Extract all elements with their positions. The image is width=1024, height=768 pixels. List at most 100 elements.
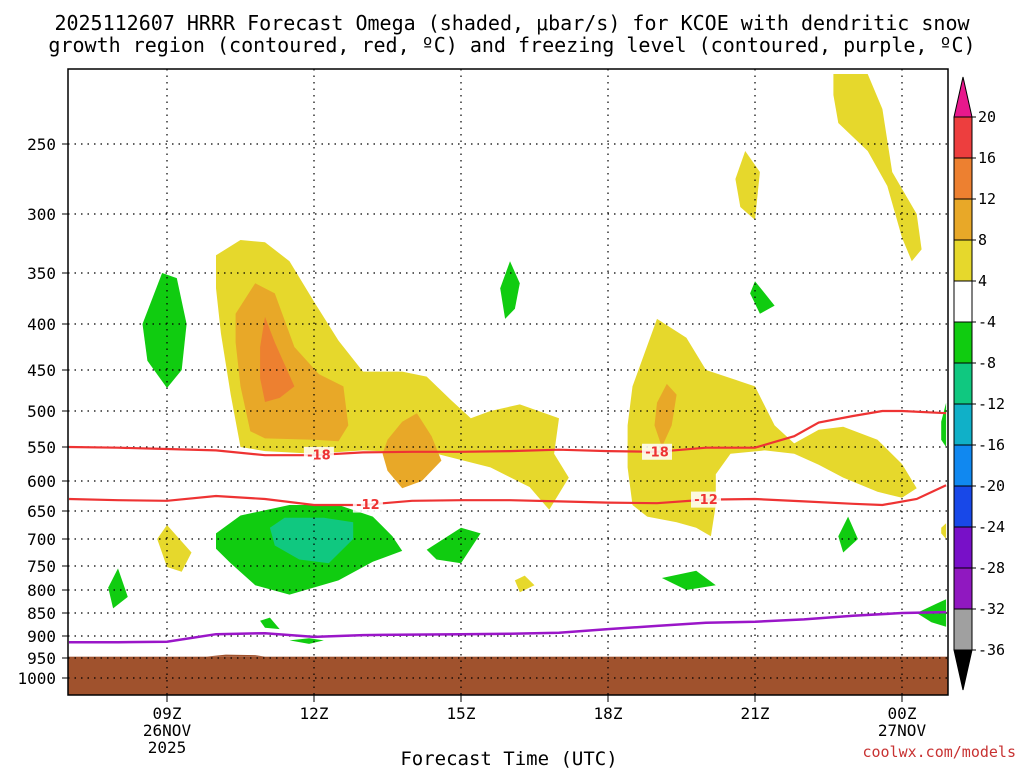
- plot-frame: [67, 68, 949, 696]
- y-tick-label-450: 450: [27, 361, 56, 380]
- y-tick-label-400: 400: [27, 315, 56, 334]
- y-tick-label-900: 900: [27, 627, 56, 646]
- x-tick-label-21-0: 21Z: [741, 704, 770, 723]
- omega-region-0: [216, 240, 569, 510]
- omega-region-6: [833, 74, 922, 262]
- x-tick-label-12-0: 12Z: [300, 704, 329, 723]
- colorbar-segment-10: [953, 526, 973, 569]
- omega-region-7: [735, 151, 760, 220]
- colorbar-label-7: -12: [978, 395, 1005, 413]
- temperature-contours: -18 -18 -12 -12: [68, 409, 947, 644]
- chart-title: 2025112607 HRRR Forecast Omega (shaded, …: [48, 11, 975, 57]
- y-tick-label-700: 700: [27, 530, 56, 549]
- colorbar-segment-9: [953, 485, 973, 528]
- x-tick-label-9-1: 26NOV: [143, 721, 192, 740]
- colorbar-label-3: 8: [978, 231, 987, 249]
- contour-label-bg--12-0: [352, 496, 383, 513]
- colorbar-label-10: -24: [978, 518, 1005, 536]
- colorbar-segment-3: [953, 239, 973, 282]
- contour-label-bg--18-0: [303, 446, 334, 463]
- omega-region-8: [157, 525, 192, 572]
- y-tick-label-750: 750: [27, 557, 56, 576]
- colorbar-segment-4: [953, 280, 973, 323]
- omega-region-19: [260, 617, 280, 630]
- x-tick-label-18-0: 18Z: [594, 704, 623, 723]
- y-tick-label-250: 250: [27, 135, 56, 154]
- omega-region-22: [838, 516, 858, 553]
- y-tick-label-600: 600: [27, 472, 56, 491]
- omega-region-12: [500, 261, 520, 319]
- colorbar-label-12: -32: [978, 600, 1005, 618]
- omega-region-21: [661, 570, 716, 590]
- colorbar-label-11: -28: [978, 559, 1005, 577]
- contour-label--18-1: -18: [645, 445, 669, 460]
- omega-region-11: [142, 273, 187, 388]
- y-tick-label-850: 850: [27, 604, 56, 623]
- omega-region-5: [654, 383, 677, 447]
- x-tick-label-24-1: 27NOV: [878, 721, 927, 740]
- colorbar-label-13: -36: [978, 641, 1005, 659]
- colorbar-label-6: -8: [978, 354, 996, 372]
- omega-region-20: [289, 638, 324, 644]
- colorbar-label-8: -16: [978, 436, 1005, 454]
- freezing-level-line: [69, 610, 947, 644]
- grid-lines: [68, 69, 948, 695]
- omega-region-13: [750, 281, 775, 314]
- contour-label--12-0: -12: [356, 498, 380, 513]
- omega-region-1: [235, 283, 349, 442]
- contour-label-bg--12-1: [691, 491, 721, 508]
- omega-region-4: [627, 318, 917, 537]
- y-tick-label-350: 350: [27, 264, 56, 283]
- colorbar-under-arrow: [953, 649, 973, 691]
- colorbar-segment-5: [953, 321, 973, 364]
- omega-region-18: [108, 568, 128, 609]
- colorbar-label-2: 12: [978, 190, 996, 208]
- dgz-contour--18: [68, 409, 947, 457]
- colorbar-segment-8: [953, 444, 973, 487]
- colorbar-label-5: -4: [978, 313, 996, 331]
- omega-region-9: [514, 575, 535, 593]
- terrain-bump: [206, 654, 265, 657]
- y-tick-label-300: 300: [27, 205, 56, 224]
- x-tick-label-15-0: 15Z: [447, 704, 476, 723]
- y-tick-label-1000: 1000: [17, 669, 56, 688]
- title-line-1: 2025112607 HRRR Forecast Omega (shaded, …: [54, 11, 970, 35]
- y-tick-label-550: 550: [27, 438, 56, 457]
- omega-shaded-regions: [108, 74, 947, 644]
- colorbar-over-arrow: [953, 76, 973, 118]
- colorbar-segment-6: [953, 362, 973, 405]
- colorbar-label-9: -20: [978, 477, 1005, 495]
- colorbar-segment-2: [953, 198, 973, 241]
- dgz-contour--12: [68, 484, 947, 507]
- colorbar-legend: 20 16 12 8 4 -4 -8 -12 -16 -20 -24 -28 -32 -36: [953, 76, 1005, 691]
- omega-region-17: [269, 517, 354, 564]
- y-tick-label-500: 500: [27, 402, 56, 421]
- x-tick-label-9-2: 2025: [148, 738, 187, 757]
- colorbar-segment-12: [953, 608, 973, 651]
- title-line-2: growth region (contoured, red, ºC) and f…: [48, 33, 975, 57]
- y-tick-label-800: 800: [27, 581, 56, 600]
- colorbar-label-1: 16: [978, 149, 996, 167]
- y-tick-label-650: 650: [27, 502, 56, 521]
- colorbar-label-4: 4: [978, 272, 987, 290]
- colorbar-label-0: 20: [978, 108, 996, 126]
- x-tick-label-24-0: 00Z: [888, 704, 917, 723]
- terrain-ground: [68, 656, 948, 695]
- colorbar-segment-1: [953, 157, 973, 200]
- y-axis: 250 300 350 400 450 500 550 600 650 700 750 800 850 9…: [17, 135, 68, 688]
- omega-region-3: [260, 316, 295, 402]
- y-tick-label-950: 950: [27, 649, 56, 668]
- omega-region-16: [426, 527, 481, 564]
- plot-background: [68, 69, 948, 695]
- contour-label--18-0: -18: [307, 448, 331, 463]
- terrain-block: [68, 654, 948, 695]
- omega-region-10: [941, 523, 947, 539]
- x-tick-label-9-0: 09Z: [153, 704, 182, 723]
- colorbar-segment-0: [953, 116, 973, 159]
- contour-label--12-1: -12: [694, 493, 718, 508]
- colorbar-segment-11: [953, 567, 973, 610]
- omega-region-2: [382, 413, 442, 489]
- colorbar-segment-7: [953, 403, 973, 446]
